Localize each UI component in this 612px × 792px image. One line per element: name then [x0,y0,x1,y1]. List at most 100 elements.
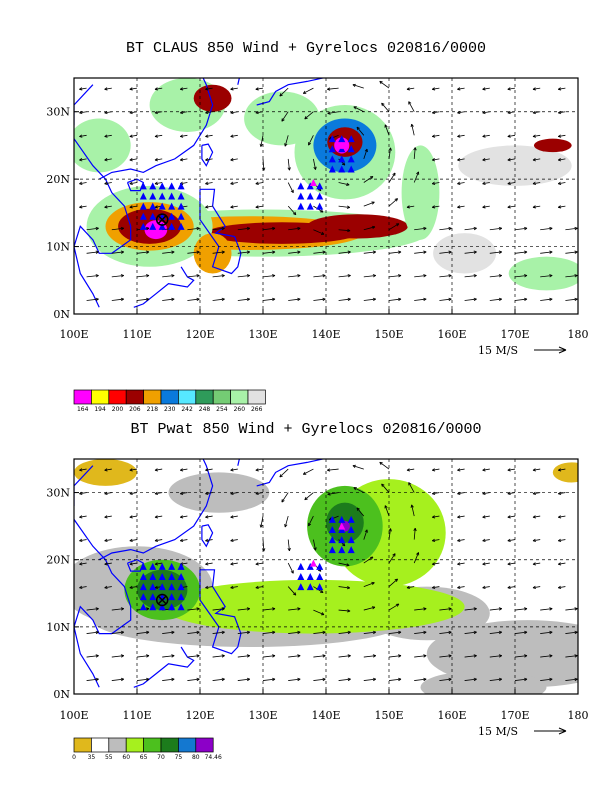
wind-vector [104,134,112,137]
wind-vector-head [297,226,301,231]
wind-vector [457,182,465,185]
wind-vector-head [104,538,108,542]
wind-vector-head [574,274,578,278]
wind-vector-head [416,552,420,556]
wind-vector-head [498,226,503,231]
lon-label: 130E [248,328,277,341]
wind-vector [212,631,225,634]
wind-vector-head [205,491,209,495]
colorbar-cell [160,737,179,753]
wind-vector [356,507,365,517]
triangle-icon [158,562,166,570]
wind-vector-head [369,556,374,560]
wind-vector [86,608,99,611]
wind-vector [482,562,490,565]
wind-vector-head [346,586,351,590]
wind-vector [558,205,566,208]
wind-vector-head [347,654,351,658]
wind-vector-head [482,562,486,566]
wind-vector [262,158,265,171]
wind-vector [212,608,225,611]
wind-vector [464,298,477,301]
colorbar-cell [91,389,110,405]
wind-vector [406,586,415,589]
wind-vector [111,251,124,254]
wind-vector [413,528,416,540]
wind-vector-head [297,250,301,254]
wind-vector [79,182,87,185]
triangle-icon [139,562,147,570]
wind-vector-head [179,515,184,519]
wind-vector-head [308,142,312,146]
wind-vector-head [79,585,83,589]
wind-vector-head [371,225,376,230]
wind-vector [558,87,566,90]
wind-vector-head [371,201,375,205]
triangle-icon [139,202,147,210]
wind-vector-head [230,110,234,115]
wind-vector-head [457,87,461,91]
wind-vector-head [448,297,452,302]
wind-vector [482,134,490,137]
wind-vector-head [457,110,461,115]
wind-vector-head [154,158,158,162]
wind-vector-head [196,607,200,611]
lon-label: 100E [59,709,88,722]
wind-vector-head [457,158,461,162]
wind-vector [432,205,440,208]
coastline [201,143,214,167]
field-blob [533,138,572,153]
wind-vector [388,655,402,658]
lat-label: 20N [46,173,70,186]
wind-vector [287,205,297,215]
triangle-icon [177,192,185,200]
wind-vector-head [498,297,503,302]
lon-label: 160E [437,709,466,722]
wind-vector [154,539,163,542]
wind-vector [388,198,398,207]
wind-vector [104,539,112,542]
wind-vector-head [196,274,200,278]
wind-vector-head [388,528,392,532]
colorbar-cell [160,389,179,405]
wind-vector [507,111,516,114]
wind-vector-head [284,524,288,528]
wind-vector [205,539,213,542]
wind-vector-head [557,87,562,91]
wind-vector-head [255,181,259,185]
wind-vector [205,468,213,471]
wind-vector-head [79,110,83,115]
wind-vector-head [246,250,251,254]
colorbar-cell [230,389,249,405]
wind-vector [205,515,213,518]
triangle-icon [177,212,185,220]
wind-vector-head [371,606,376,610]
wind-vector [237,655,250,658]
wind-vector-head [230,515,234,519]
wind-vector [154,515,163,518]
wind-vector [356,126,365,136]
wind-vector-head [205,181,209,185]
wind-vector-head [154,562,158,566]
lat-label: 10N [46,241,70,254]
triangle-icon [177,603,185,611]
wind-vector-head [320,209,324,213]
wind-vector-head [95,654,99,658]
wind-vector-head [423,274,427,278]
wind-vector [162,251,175,254]
wind-vector-head [524,274,528,278]
lon-label: 120E [185,328,214,341]
wind-vector-head [371,581,375,586]
triangle-icon [297,202,305,210]
wind-vector-head [95,297,99,302]
triangle-icon [309,559,317,567]
colorbar-label: 164 [77,406,89,413]
wind-vector [338,182,350,186]
wind-vector [507,515,516,518]
wind-vector-head [230,468,234,472]
triangle-icon [306,573,314,580]
wind-vector [154,492,163,495]
circled-x-icon [155,593,169,607]
wind-vector [388,298,402,301]
wind-vector-head [431,134,436,138]
